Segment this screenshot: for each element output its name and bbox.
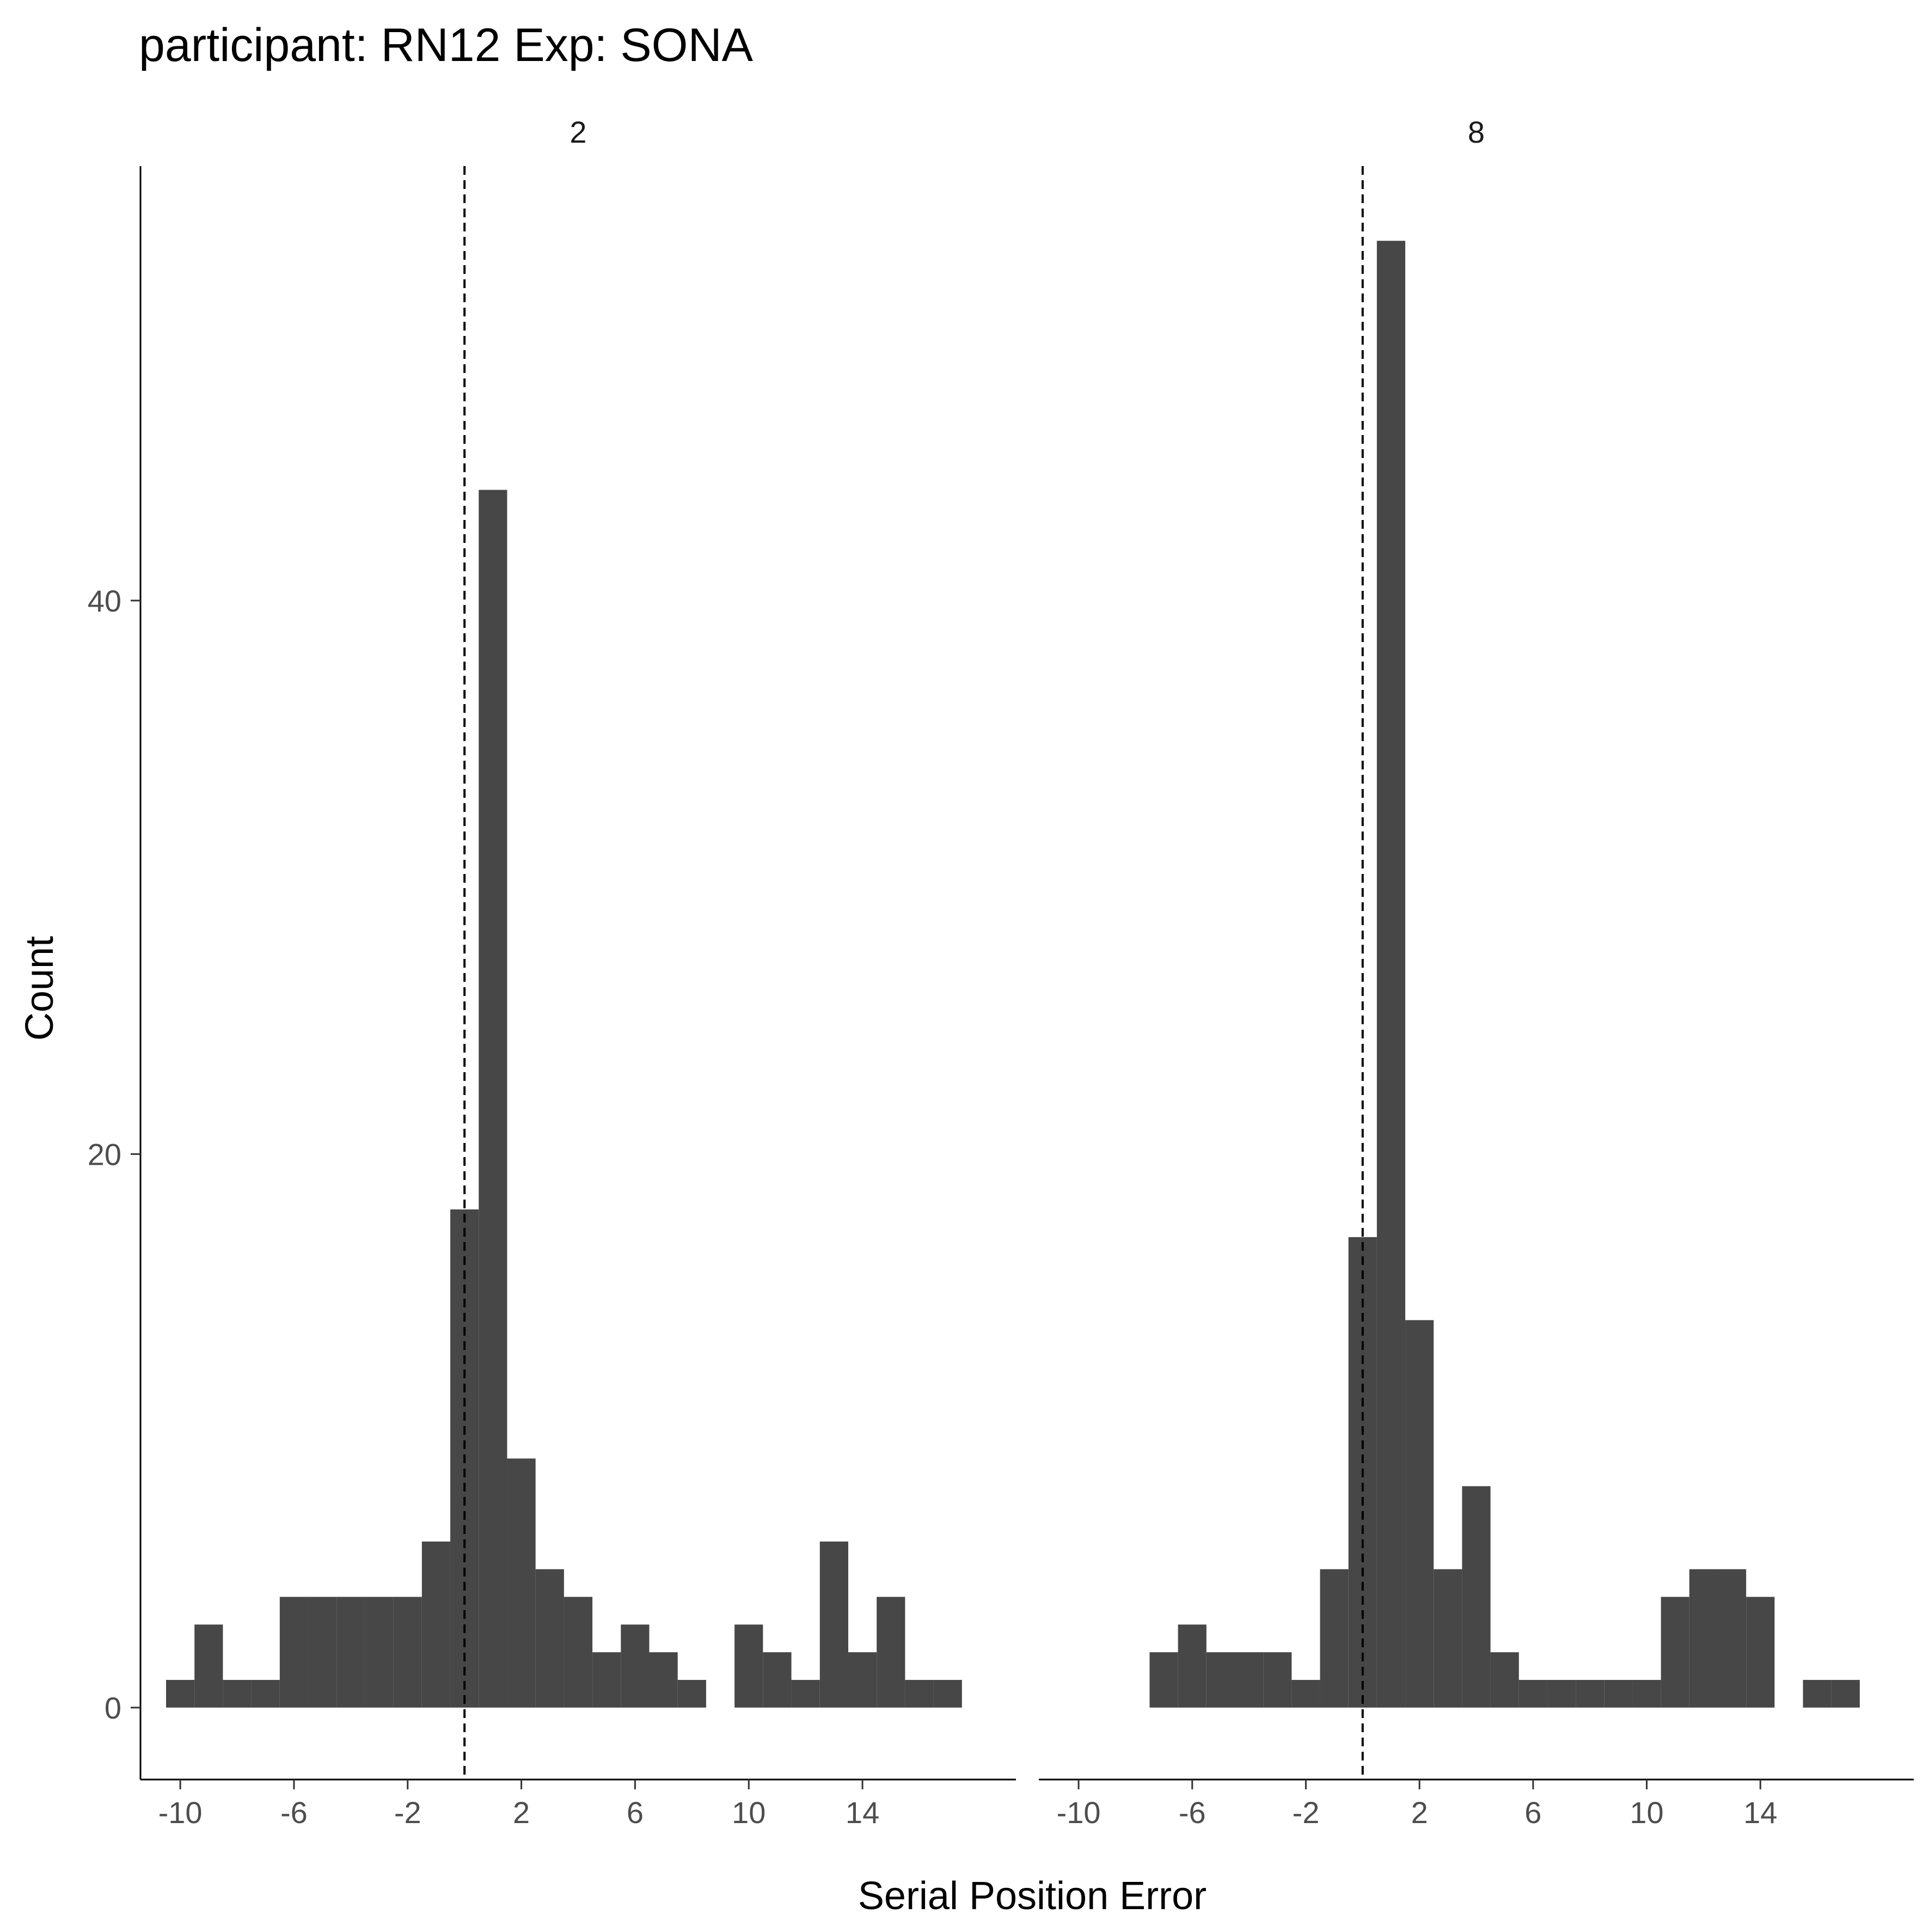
histogram-bar [763,1652,792,1708]
histogram-bar [1405,1320,1434,1708]
x-tick-label: -2 [1293,1795,1320,1830]
histogram-bar [535,1569,564,1708]
histogram-bar [1518,1680,1547,1708]
histogram-bar [649,1652,678,1708]
histogram-bar [734,1624,763,1708]
histogram-bar [336,1597,365,1708]
y-tick-label: 0 [105,1691,121,1725]
histogram-bar [223,1680,252,1708]
histogram-bar [1149,1652,1178,1708]
x-tick-label: 14 [846,1795,879,1830]
x-tick-label: 10 [1630,1795,1663,1830]
histogram-bar [1632,1680,1661,1708]
x-axis-title: Serial Position Error [858,1874,1207,1918]
histogram-bar [933,1680,962,1708]
histogram-bar [1576,1680,1605,1708]
y-tick-label: 20 [88,1137,121,1171]
histogram-bar [1235,1652,1264,1708]
histogram-bar [677,1680,706,1708]
histogram-bar [1320,1569,1349,1708]
x-tick-label: 10 [732,1795,766,1830]
y-tick-label: 40 [88,584,121,618]
histogram-bar [1291,1680,1320,1708]
histogram-bar [1689,1569,1718,1708]
histogram-bar [621,1624,650,1708]
x-tick-label: -10 [1057,1795,1101,1830]
histogram-bar [479,490,507,1708]
histogram-bar [1376,241,1406,1708]
histogram-bar [819,1541,848,1708]
histogram-bar [791,1680,820,1708]
chart-title: participant: RN12 Exp: SONA [139,19,754,71]
facet-label: 8 [1468,115,1485,149]
x-tick-label: -6 [1179,1795,1206,1830]
histogram-bar [1434,1569,1462,1708]
facet-panels: 2 -10 -6 -2 2 6 10 14 0 20 40 8 -10 -6 -2 2 6 10 14 [88,115,1914,1830]
x-tick-label: -6 [280,1795,308,1830]
histogram-bar [1831,1680,1860,1708]
histogram-bar [507,1458,536,1708]
x-tick-label: -2 [394,1795,421,1830]
histogram-bar [1661,1597,1689,1708]
histogram-bar [1263,1652,1292,1708]
histogram-bar [1462,1486,1491,1708]
y-axis-title: Count [18,936,62,1041]
histogram-bar [393,1597,422,1708]
histogram-bar [1206,1652,1235,1708]
histogram-bar [905,1680,934,1708]
histogram-bar [592,1652,621,1708]
histogram-bar [1746,1597,1775,1708]
histogram-bar [308,1597,337,1708]
x-tick-label: 14 [1743,1795,1777,1830]
histogram-bar [1178,1624,1207,1708]
histogram-bar [194,1624,223,1708]
panel-2: 2 -10 -6 -2 2 6 10 14 0 20 40 [88,115,1016,1830]
panel-8: 8 -10 -6 -2 2 6 10 14 [1039,115,1914,1830]
histogram-bar [1547,1680,1576,1708]
histogram-bar [1717,1569,1747,1708]
x-tick-label: -10 [158,1795,203,1830]
histogram-bar [251,1680,280,1708]
histogram-bar [1604,1680,1633,1708]
histogram-bar [877,1597,905,1708]
histogram-bar [564,1597,593,1708]
histogram-bar [1803,1680,1832,1708]
histogram-bar [279,1597,309,1708]
x-tick-label: 6 [627,1795,644,1830]
x-tick-label: 2 [1411,1795,1428,1830]
histogram-bar [848,1652,877,1708]
histogram-bar [421,1541,451,1708]
x-tick-label: 2 [513,1795,530,1830]
x-tick-label: 6 [1524,1795,1541,1830]
histogram-bar [166,1680,195,1708]
histogram-bar [1490,1652,1519,1708]
histogram-bar [365,1597,394,1708]
facet-label: 2 [569,115,586,149]
